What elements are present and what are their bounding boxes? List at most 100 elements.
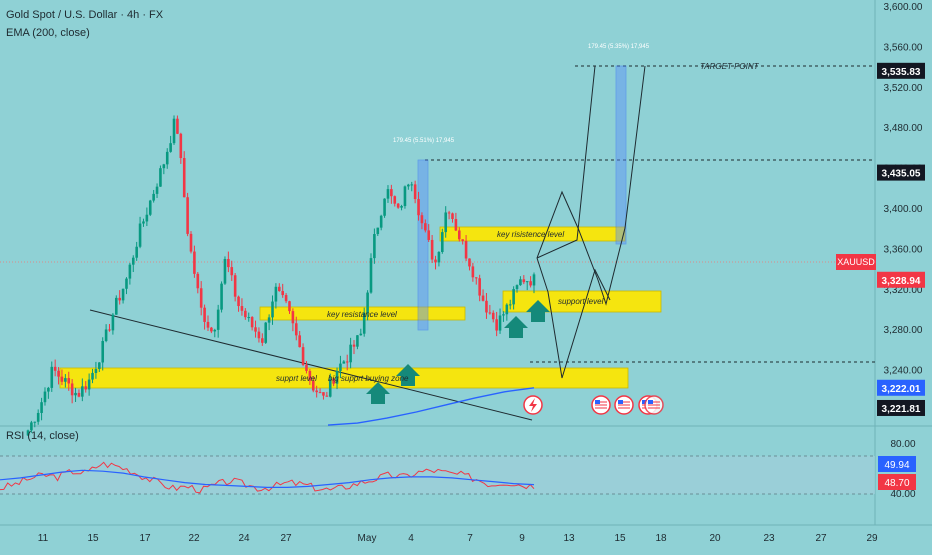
candle-body [386, 189, 390, 199]
candle-body [434, 259, 437, 263]
candle-body [98, 362, 101, 370]
candle-body [118, 297, 121, 301]
rsi-band [0, 456, 875, 494]
candle-body [162, 164, 166, 169]
candle-body [57, 370, 60, 377]
symbol-badge-bg [836, 254, 876, 270]
candle-body [47, 387, 50, 392]
candle-body [250, 317, 254, 328]
time-tick-label: 22 [188, 533, 200, 544]
candle-body [383, 198, 386, 216]
price-tick-label: 3,600.00 [884, 2, 923, 13]
price-tick-label: 3,560.00 [884, 42, 923, 53]
candle-body [165, 151, 169, 165]
candle-body [495, 319, 498, 331]
candle-body [529, 281, 532, 286]
candle-body [216, 309, 220, 330]
time-tick-label: 27 [815, 533, 827, 544]
candle-body [230, 267, 234, 276]
candle-body [281, 291, 284, 296]
symbol-badge: XAUUSD [837, 257, 875, 267]
candle-body [169, 143, 172, 152]
rsi-label[interactable]: RSI (14, close) [6, 430, 79, 442]
candle-body [77, 392, 81, 397]
candle-body [498, 315, 502, 331]
time-tick-label: 27 [280, 533, 292, 544]
symbol-title[interactable]: Gold Spot / U.S. Dollar · 4h · FX [6, 9, 164, 21]
candle-body [301, 347, 305, 365]
candle-body [267, 317, 271, 323]
candle-body [461, 239, 464, 241]
time-tick-label: 23 [763, 533, 775, 544]
candle-body [274, 286, 278, 302]
candle-body [108, 329, 111, 331]
price-badge-bg [877, 164, 925, 181]
price-tick-label: 3,360.00 [884, 244, 923, 255]
candle-body [410, 184, 414, 186]
candle-body [369, 258, 373, 293]
candle-body [478, 278, 481, 296]
key-resistance-left-label: key resistance level [327, 310, 397, 319]
rsi-value-badge-bg [878, 474, 916, 490]
lightning-icon[interactable] [523, 395, 543, 415]
price-badge-bg [877, 399, 925, 416]
up-arrow-icon [526, 300, 550, 322]
time-tick-label: 13 [563, 533, 575, 544]
candle-body [244, 310, 247, 318]
candle-body [199, 288, 203, 308]
indicator-label[interactable]: EMA (200, close) [6, 27, 90, 39]
price-tick-label: 3,320.00 [884, 285, 923, 296]
us-flag-icon[interactable] [614, 395, 634, 415]
price-badge: 3,221.81 [882, 404, 921, 415]
candle-body [481, 295, 485, 301]
candle-body [254, 327, 257, 332]
candle-body [451, 213, 454, 219]
candle-body [474, 277, 478, 279]
price-badge: 3,435.05 [882, 169, 921, 180]
candle-body [50, 366, 54, 388]
candles [26, 115, 536, 436]
candle-body [220, 283, 223, 310]
time-axis[interactable]: 11 15 17 22 24 27 May 4 7 9 13 15 18 20 23 27 29 [38, 533, 878, 544]
price-badges: 3,535.83 3,435.05 3,328.94 3,222.01 3,221.81 [877, 62, 925, 416]
price-badge-bg [877, 379, 925, 396]
candle-body [94, 369, 98, 373]
price-badge-bg [877, 62, 925, 79]
candle-body [240, 306, 244, 311]
chart-header: Gold Spot / U.S. Dollar · 4h · FX EMA (2… [6, 6, 163, 42]
candle-body [186, 197, 189, 234]
candle-body [278, 286, 281, 292]
candle-body [447, 212, 451, 214]
candle-body [356, 335, 359, 347]
us-flag-icon[interactable] [644, 395, 664, 415]
candle-body [40, 402, 43, 413]
candle-body [393, 196, 397, 204]
candle-body [485, 300, 488, 313]
candle-body [505, 304, 509, 315]
rsi-value-badge: 48.70 [884, 478, 909, 489]
us-flag-icon[interactable] [591, 395, 611, 415]
candle-body [271, 301, 274, 318]
candle-body [148, 200, 152, 215]
candle-body [64, 378, 67, 382]
time-tick-label: 7 [467, 533, 473, 544]
candle-body [233, 275, 237, 297]
candle-body [213, 329, 217, 332]
measure-top-label: 179.45 (5.35%) 17,945 [588, 44, 650, 50]
candle-body [291, 311, 295, 324]
candle-body [264, 322, 268, 343]
candle-body [36, 412, 40, 422]
projection-path-2 [536, 65, 646, 306]
candle-body [332, 378, 335, 384]
price-pane-bg [0, 0, 875, 425]
candle-body [339, 363, 342, 371]
time-tick-label: 29 [866, 533, 878, 544]
candle-body [328, 378, 332, 397]
time-tick-label: 15 [614, 533, 626, 544]
time-tick-label: 20 [709, 533, 721, 544]
candle-body [522, 279, 526, 283]
candle-body [101, 341, 105, 363]
price-tick-label: 3,240.00 [884, 366, 923, 377]
candle-body [424, 223, 427, 231]
